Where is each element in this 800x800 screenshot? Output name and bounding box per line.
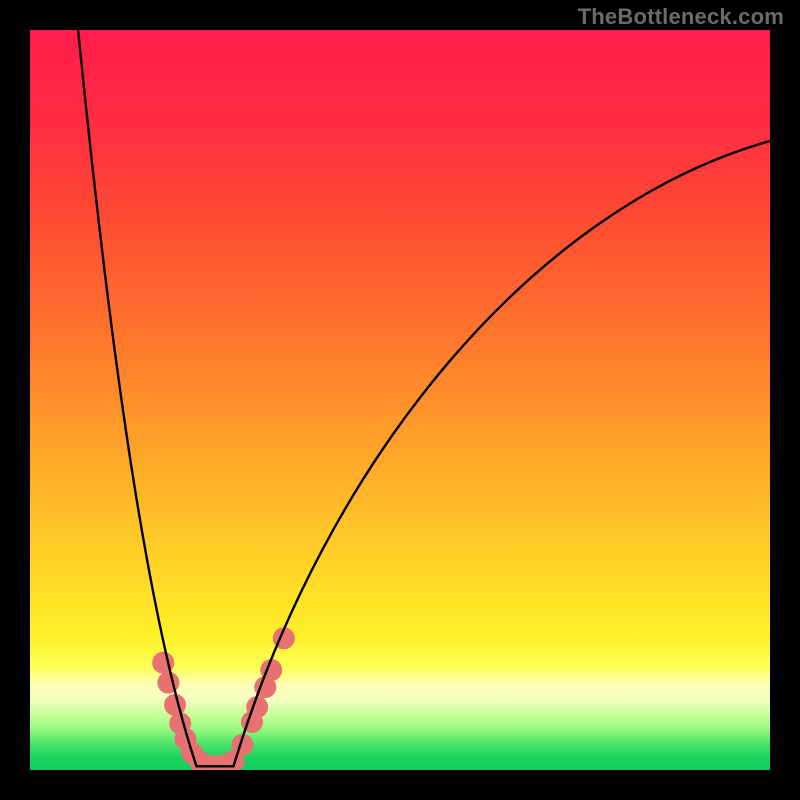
chart-svg [0,0,800,800]
watermark-text: TheBottleneck.com [578,4,784,30]
data-marker [157,672,179,694]
data-marker [164,694,186,716]
plot-background [30,30,770,770]
chart-container: TheBottleneck.com [0,0,800,800]
